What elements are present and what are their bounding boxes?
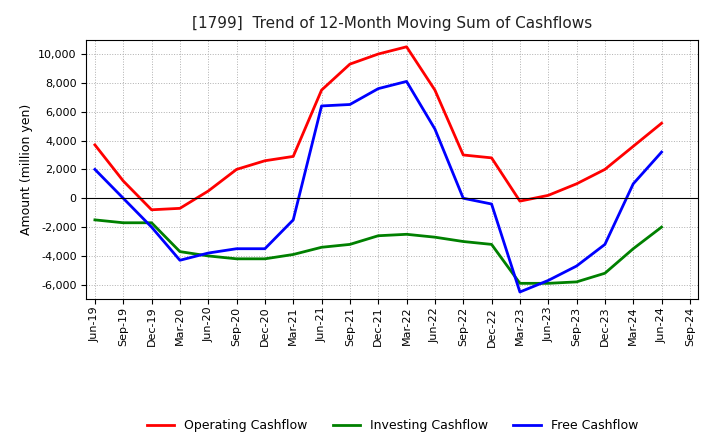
Operating Cashflow [346, 62, 354, 67]
Investing Cashflow [459, 239, 467, 244]
Investing Cashflow [657, 224, 666, 230]
Investing Cashflow [600, 271, 609, 276]
Operating Cashflow [544, 193, 552, 198]
Free Cashflow [346, 102, 354, 107]
Investing Cashflow [572, 279, 581, 285]
Free Cashflow [544, 278, 552, 283]
Free Cashflow [431, 126, 439, 132]
Investing Cashflow [544, 281, 552, 286]
Free Cashflow [572, 264, 581, 269]
Investing Cashflow [487, 242, 496, 247]
Line: Operating Cashflow: Operating Cashflow [95, 47, 662, 210]
Free Cashflow [119, 196, 127, 201]
Operating Cashflow [431, 88, 439, 93]
Operating Cashflow [657, 121, 666, 126]
Free Cashflow [629, 181, 637, 187]
Investing Cashflow [374, 233, 382, 238]
Free Cashflow [233, 246, 241, 251]
Operating Cashflow [233, 167, 241, 172]
Free Cashflow [600, 242, 609, 247]
Free Cashflow [487, 202, 496, 207]
Free Cashflow [374, 86, 382, 91]
Investing Cashflow [176, 249, 184, 254]
Free Cashflow [516, 290, 524, 295]
Legend: Operating Cashflow, Investing Cashflow, Free Cashflow: Operating Cashflow, Investing Cashflow, … [142, 414, 643, 437]
Operating Cashflow [516, 198, 524, 204]
Operating Cashflow [176, 205, 184, 211]
Free Cashflow [318, 103, 326, 109]
Investing Cashflow [119, 220, 127, 225]
Investing Cashflow [148, 220, 156, 225]
Investing Cashflow [261, 256, 269, 261]
Free Cashflow [261, 246, 269, 251]
Operating Cashflow [318, 88, 326, 93]
Title: [1799]  Trend of 12-Month Moving Sum of Cashflows: [1799] Trend of 12-Month Moving Sum of C… [192, 16, 593, 32]
Line: Free Cashflow: Free Cashflow [95, 81, 662, 292]
Free Cashflow [148, 224, 156, 230]
Operating Cashflow [148, 207, 156, 213]
Line: Investing Cashflow: Investing Cashflow [95, 220, 662, 283]
Free Cashflow [176, 258, 184, 263]
Investing Cashflow [91, 217, 99, 223]
Investing Cashflow [402, 231, 411, 237]
Operating Cashflow [402, 44, 411, 49]
Free Cashflow [204, 250, 212, 256]
Investing Cashflow [233, 256, 241, 261]
Operating Cashflow [261, 158, 269, 163]
Operating Cashflow [600, 167, 609, 172]
Free Cashflow [459, 196, 467, 201]
Investing Cashflow [204, 253, 212, 259]
Investing Cashflow [318, 245, 326, 250]
Operating Cashflow [487, 155, 496, 161]
Investing Cashflow [516, 281, 524, 286]
Investing Cashflow [289, 252, 297, 257]
Operating Cashflow [119, 178, 127, 183]
Operating Cashflow [204, 188, 212, 194]
Operating Cashflow [629, 144, 637, 149]
Investing Cashflow [346, 242, 354, 247]
Free Cashflow [402, 79, 411, 84]
Operating Cashflow [289, 154, 297, 159]
Operating Cashflow [91, 142, 99, 147]
Operating Cashflow [459, 152, 467, 158]
Free Cashflow [91, 167, 99, 172]
Operating Cashflow [374, 51, 382, 57]
Free Cashflow [657, 150, 666, 155]
Investing Cashflow [431, 235, 439, 240]
Operating Cashflow [572, 181, 581, 187]
Free Cashflow [289, 217, 297, 223]
Investing Cashflow [629, 246, 637, 251]
Y-axis label: Amount (million yen): Amount (million yen) [19, 104, 32, 235]
